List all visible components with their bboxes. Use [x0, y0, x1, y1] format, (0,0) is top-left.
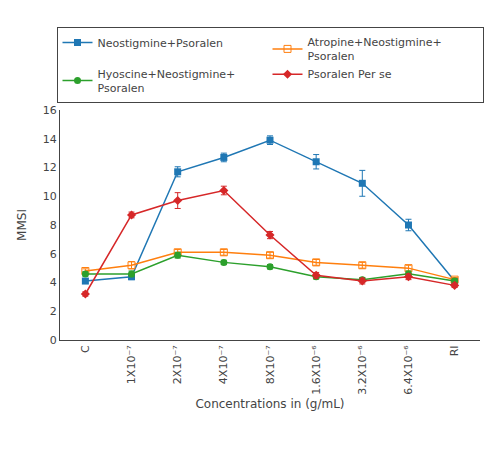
svg-text:6.4X10⁻⁶: 6.4X10⁻⁶ [402, 345, 415, 395]
svg-text:Hyoscine+Neostigmine+Psoralen: Hyoscine+Neostigmine+Psoralen [98, 68, 236, 95]
svg-text:Neostigmine+Psoralen: Neostigmine+Psoralen [98, 37, 224, 50]
svg-text:Psoralen Per se: Psoralen Per se [308, 68, 392, 81]
svg-text:2X10⁻⁷: 2X10⁻⁷ [171, 345, 184, 384]
svg-text:RI: RI [448, 345, 461, 356]
svg-text:1.6X10⁻⁶: 1.6X10⁻⁶ [310, 345, 323, 395]
svg-text:10: 10 [43, 190, 57, 203]
svg-text:1X10⁻⁷: 1X10⁻⁷ [125, 345, 138, 384]
svg-text:3.2X10⁻⁶: 3.2X10⁻⁶ [356, 345, 369, 395]
svg-text:4X10⁻⁷: 4X10⁻⁷ [217, 345, 230, 384]
svg-text:Concentrations in (g/mL): Concentrations in (g/mL) [195, 397, 344, 411]
svg-text:12: 12 [43, 161, 57, 174]
svg-text:8X10⁻⁷: 8X10⁻⁷ [264, 345, 277, 384]
svg-text:4: 4 [50, 276, 57, 289]
svg-text:6: 6 [50, 248, 57, 261]
svg-text:14: 14 [43, 133, 57, 146]
svg-text:0: 0 [50, 334, 57, 347]
svg-text:8: 8 [50, 219, 57, 232]
svg-text:MMSI: MMSI [15, 209, 29, 241]
svg-text:C: C [79, 345, 92, 353]
svg-text:Atropine+Neostigmine+Psoralen: Atropine+Neostigmine+Psoralen [308, 36, 442, 63]
svg-text:16: 16 [43, 104, 57, 117]
svg-text:2: 2 [50, 305, 57, 318]
